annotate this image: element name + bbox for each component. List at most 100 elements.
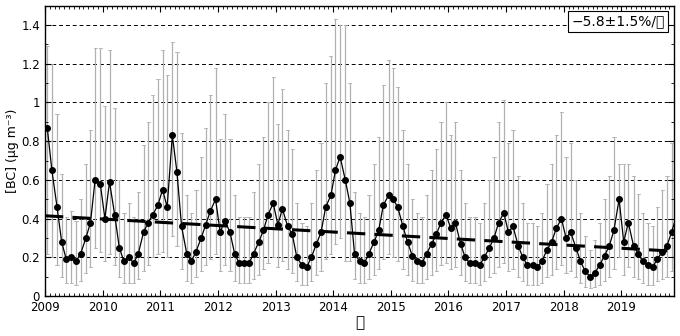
Point <box>148 212 158 217</box>
Point <box>292 255 303 260</box>
Point <box>282 224 293 229</box>
Point <box>643 262 653 268</box>
Point <box>340 177 351 183</box>
Point <box>402 239 413 245</box>
Point <box>445 226 456 231</box>
Point <box>464 260 475 266</box>
Point <box>46 168 57 173</box>
Point <box>507 224 518 229</box>
Point <box>604 243 615 249</box>
Point <box>450 220 461 225</box>
Point <box>398 224 409 229</box>
Point <box>484 245 495 250</box>
Point <box>143 220 154 225</box>
Point <box>210 197 221 202</box>
Point <box>349 251 360 256</box>
Point <box>647 264 658 270</box>
Y-axis label: [BC] (μg m⁻³): [BC] (μg m⁻³) <box>5 109 18 193</box>
Point <box>61 257 71 262</box>
Point <box>632 251 643 256</box>
Point <box>373 227 384 233</box>
Point <box>171 169 182 175</box>
Point <box>575 259 586 264</box>
Point <box>441 212 452 217</box>
Point <box>75 251 86 256</box>
Point <box>460 255 471 260</box>
Point <box>215 229 226 235</box>
Point <box>71 259 82 264</box>
Point <box>326 193 337 198</box>
Point <box>498 210 509 216</box>
Point <box>277 206 288 212</box>
X-axis label: 年: 年 <box>355 316 364 330</box>
Point <box>571 245 581 250</box>
Point <box>224 229 235 235</box>
Point <box>618 239 629 245</box>
Point <box>364 251 375 256</box>
Point <box>623 220 634 225</box>
Point <box>85 220 96 225</box>
Point <box>124 255 135 260</box>
Point <box>205 208 216 214</box>
Point <box>426 241 437 247</box>
Point <box>99 216 110 221</box>
Point <box>287 232 298 237</box>
Point <box>513 243 524 249</box>
Point <box>335 154 345 159</box>
Point <box>220 218 231 223</box>
Point <box>590 270 600 276</box>
Point <box>556 216 567 221</box>
Text: −5.8±1.5%/年: −5.8±1.5%/年 <box>572 14 665 28</box>
Point <box>316 229 326 235</box>
Point <box>417 260 428 266</box>
Point <box>234 260 245 266</box>
Point <box>546 239 557 245</box>
Point <box>229 251 240 256</box>
Point <box>579 268 590 274</box>
Point <box>474 262 485 268</box>
Point <box>330 168 341 173</box>
Point <box>585 274 596 280</box>
Point <box>666 229 677 235</box>
Point <box>186 259 197 264</box>
Point <box>359 260 370 266</box>
Point <box>138 229 149 235</box>
Point <box>354 259 365 264</box>
Point <box>243 260 254 266</box>
Point <box>412 259 423 264</box>
Point <box>537 259 547 264</box>
Point <box>157 187 168 192</box>
Point <box>258 227 269 233</box>
Point <box>90 177 101 183</box>
Point <box>517 255 528 260</box>
Point <box>56 239 67 245</box>
Point <box>254 239 265 245</box>
Point <box>551 226 562 231</box>
Point <box>311 241 322 247</box>
Point <box>565 229 576 235</box>
Point <box>594 262 605 268</box>
Point <box>248 251 259 256</box>
Point <box>239 260 250 266</box>
Point <box>369 239 379 245</box>
Point <box>431 232 442 237</box>
Point <box>599 253 610 258</box>
Point <box>196 236 207 241</box>
Point <box>306 255 317 260</box>
Point <box>435 220 446 225</box>
Point <box>345 201 356 206</box>
Point <box>470 260 481 266</box>
Point <box>114 245 124 250</box>
Point <box>527 262 538 268</box>
Point <box>176 224 187 229</box>
Point <box>560 236 571 241</box>
Point <box>503 229 514 235</box>
Point <box>118 259 129 264</box>
Point <box>133 251 143 256</box>
Point <box>190 249 201 254</box>
Point <box>455 241 466 247</box>
Point <box>651 257 662 262</box>
Point <box>657 249 668 254</box>
Point <box>296 262 307 268</box>
Point <box>167 133 177 138</box>
